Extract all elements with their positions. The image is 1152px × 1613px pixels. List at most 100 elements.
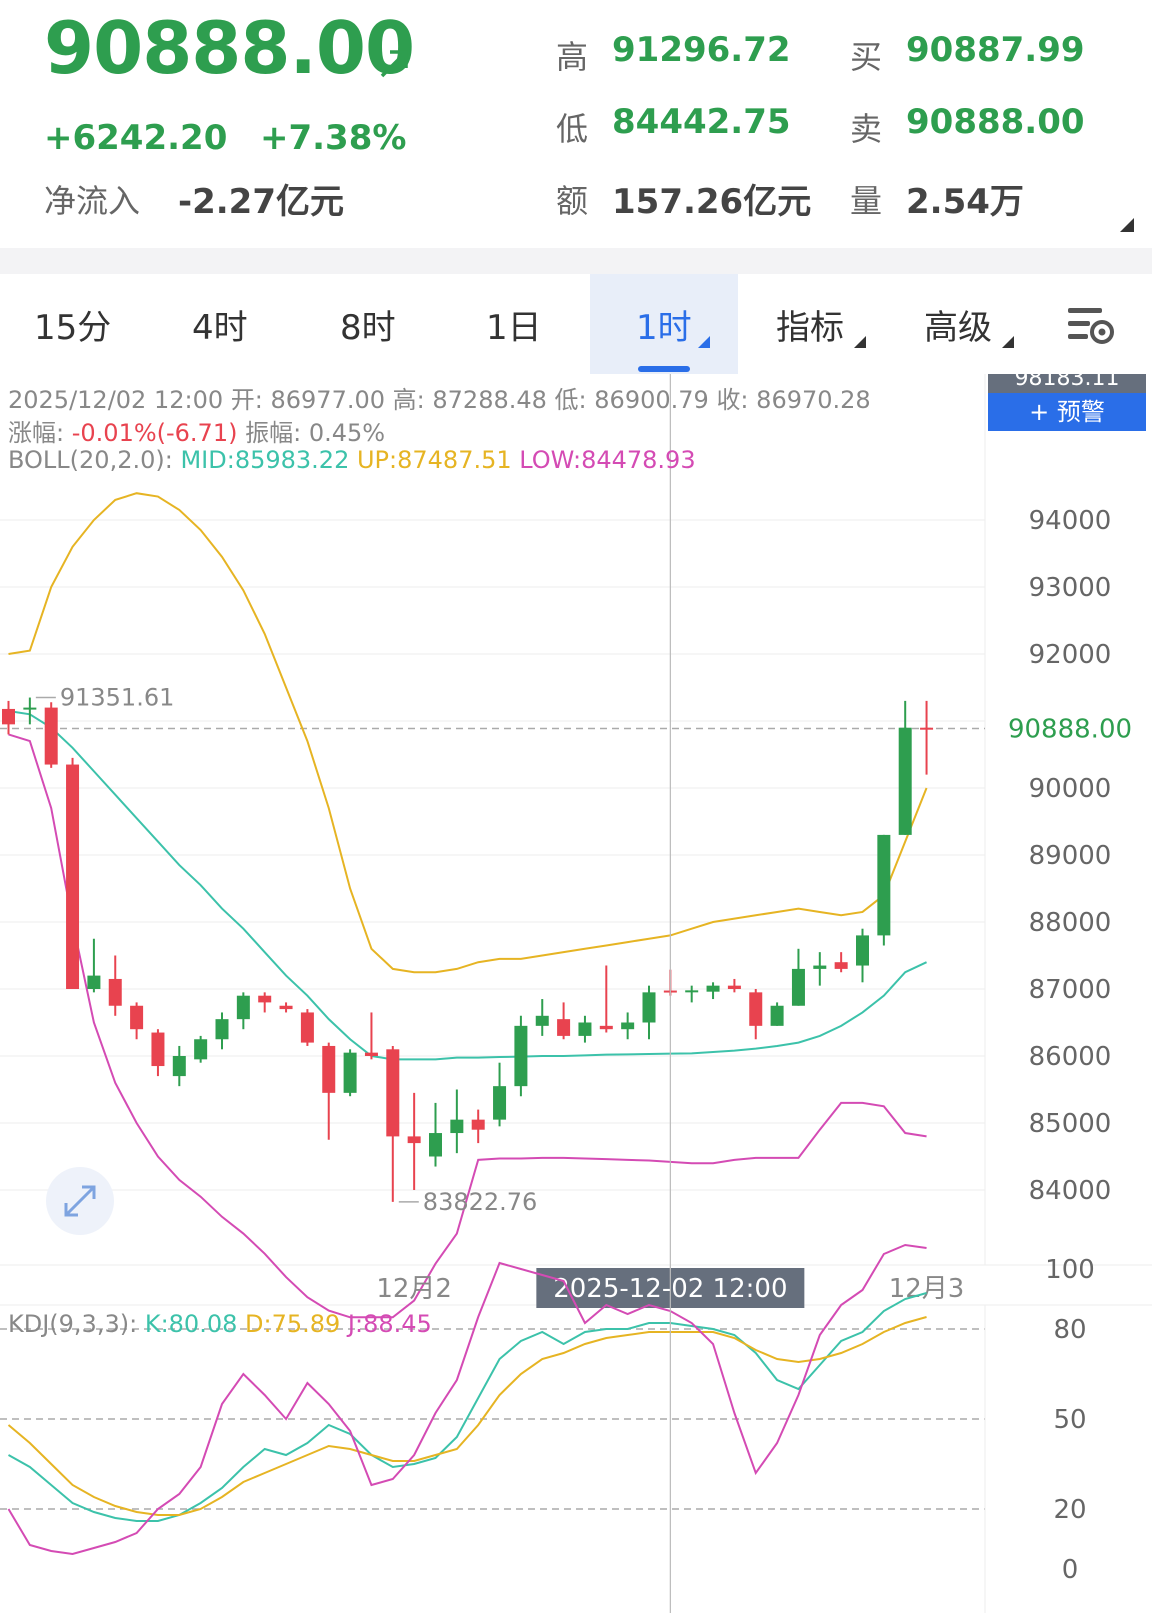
crosshair-date: 2025/12/02 12:00 xyxy=(8,386,224,414)
ask-label: 卖 xyxy=(850,110,883,148)
time-axis: 12月2 2025-12-02 12:00 12月3 xyxy=(376,1268,964,1308)
top-price-label: 98183.11 xyxy=(988,374,1146,393)
price-tick-label: 86000 xyxy=(1029,1042,1112,1072)
change-value: -0.01%(-6.71) xyxy=(71,419,238,447)
candle-body xyxy=(194,1039,208,1060)
crosshair-change-line: 涨幅: -0.01%(-6.71) 振幅: 0.45% xyxy=(8,413,385,448)
low-value-info: 86900.79 xyxy=(594,386,709,414)
candle-body xyxy=(2,708,15,725)
tab-indicators-dropdown-icon xyxy=(854,336,866,348)
header-expand-corner-icon[interactable] xyxy=(1120,218,1134,232)
kdj-label: KDJ(9,3,3): xyxy=(8,1310,138,1338)
arrow-up-right-icon xyxy=(380,50,408,78)
candle-body xyxy=(898,727,912,835)
candle-body xyxy=(429,1133,442,1157)
tab-1h[interactable]: 1时 xyxy=(636,308,692,348)
candle-body xyxy=(386,1049,400,1137)
price-alert-button[interactable]: + 预警 xyxy=(988,393,1146,431)
amplitude-label: 振幅: xyxy=(245,419,302,447)
kdj-axis: 100 80 50 20 0 xyxy=(1045,1255,1095,1585)
kdj-tick-label: 20 xyxy=(1053,1495,1086,1525)
tab-8h[interactable]: 8时 xyxy=(340,308,396,348)
candle-body xyxy=(877,834,891,936)
price-change: +6242.20 xyxy=(44,118,228,158)
candle-body xyxy=(108,978,122,1006)
time-tick-label: 12月3 xyxy=(889,1274,965,1304)
candle-body xyxy=(66,764,80,989)
candle-body xyxy=(535,1015,549,1026)
fullscreen-button[interactable] xyxy=(46,1167,114,1235)
candle-body xyxy=(343,1052,357,1093)
candle-body xyxy=(23,707,37,710)
crosshair-time-box xyxy=(536,1268,805,1308)
candle-body xyxy=(215,1019,229,1040)
section-divider xyxy=(0,248,1152,274)
close-value-info: 86970.28 xyxy=(756,386,871,414)
boll-bands xyxy=(8,492,928,1319)
price-tick-label: 92000 xyxy=(1029,640,1112,670)
kdj-j-value: J:88.45 xyxy=(347,1310,432,1338)
candle-body xyxy=(44,707,58,765)
candles: 91351.61 83822.76 xyxy=(2,683,934,1216)
chart-settings-icon[interactable] xyxy=(1066,304,1116,346)
kdj-d-line xyxy=(7,1316,927,1516)
high-label-info: 高: xyxy=(392,386,425,414)
volume-value: 2.54万 xyxy=(906,182,1024,222)
candle-body xyxy=(172,1056,186,1077)
kdj-legend: KDJ(9,3,3): K:80.08 D:75.89 J:88.45 xyxy=(8,1310,432,1338)
boll-mid-value: MID:85983.22 xyxy=(180,446,350,474)
tab-advanced[interactable]: 高级 xyxy=(924,308,992,348)
boll-label: BOLL(20,2.0): xyxy=(8,446,173,474)
kdj-tick-label: 0 xyxy=(1062,1555,1079,1585)
crosshair-time-label: 2025-12-02 12:00 xyxy=(553,1274,787,1304)
candle-body xyxy=(599,1025,613,1030)
close-label-info: 收: xyxy=(716,386,749,414)
candle-body xyxy=(727,985,741,989)
volume-label: 量 xyxy=(850,182,883,220)
kdj-j-line xyxy=(7,1243,927,1556)
crosshair-ohlc-line: 2025/12/02 12:00 开: 86977.00 高: 87288.48… xyxy=(8,380,871,415)
expand-arrows-icon xyxy=(64,1185,96,1217)
bid-value: 90887.99 xyxy=(906,30,1085,70)
low-label: 低 xyxy=(556,110,589,148)
amplitude-value: 0.45% xyxy=(308,419,386,447)
current-price-box xyxy=(988,708,1152,749)
price-tick-label: 87000 xyxy=(1029,975,1112,1005)
candle-body xyxy=(364,1052,378,1056)
boll-mid-line xyxy=(8,709,927,1061)
open-value: 86977.00 xyxy=(270,386,386,414)
kdj-tick-label: 50 xyxy=(1053,1405,1086,1435)
price-axis: 94000 93000 92000 90000 89000 88000 87000 86000… xyxy=(988,506,1152,1206)
high-label: 高 xyxy=(556,38,589,76)
tab-15min[interactable]: 15分 xyxy=(34,308,112,348)
bid-label: 买 xyxy=(850,38,883,76)
candle-body xyxy=(279,1005,293,1010)
candle-body xyxy=(471,1119,485,1130)
boll-low-line xyxy=(8,733,927,1319)
tab-indicators[interactable]: 指标 xyxy=(776,308,844,348)
candle-body xyxy=(578,1022,592,1036)
candle-body xyxy=(258,995,272,1003)
price-tick-label: 85000 xyxy=(1029,1109,1112,1139)
candle-body xyxy=(236,995,250,1020)
last-price: 90888.00 xyxy=(44,6,415,90)
current-price-label: 90888.00 xyxy=(1008,715,1132,745)
high-value-info: 87288.48 xyxy=(432,386,547,414)
amount-label: 额 xyxy=(556,182,589,220)
boll-up-line xyxy=(8,492,928,974)
kdj-grid xyxy=(0,1305,986,1613)
kdj-k-value: K:80.08 xyxy=(144,1310,238,1338)
price-tick-label: 89000 xyxy=(1029,841,1112,871)
candle-body xyxy=(514,1025,528,1087)
tab-4h[interactable]: 4时 xyxy=(192,308,248,348)
ask-value: 90888.00 xyxy=(906,102,1085,142)
net-inflow-label: 净流入 xyxy=(44,182,141,220)
kdj-lines xyxy=(7,1243,927,1556)
time-tick-label: 12月2 xyxy=(376,1274,452,1304)
kdj-tick-label: 80 xyxy=(1053,1315,1086,1345)
price-tick-label: 90000 xyxy=(1029,774,1112,804)
tab-1d[interactable]: 1日 xyxy=(486,308,542,348)
interval-tabs: 15分 4时 8时 1日 1时 指标 高级 xyxy=(0,274,1152,374)
price-change-pct: +7.38% xyxy=(260,118,407,158)
change-label: 涨幅: xyxy=(8,419,65,447)
